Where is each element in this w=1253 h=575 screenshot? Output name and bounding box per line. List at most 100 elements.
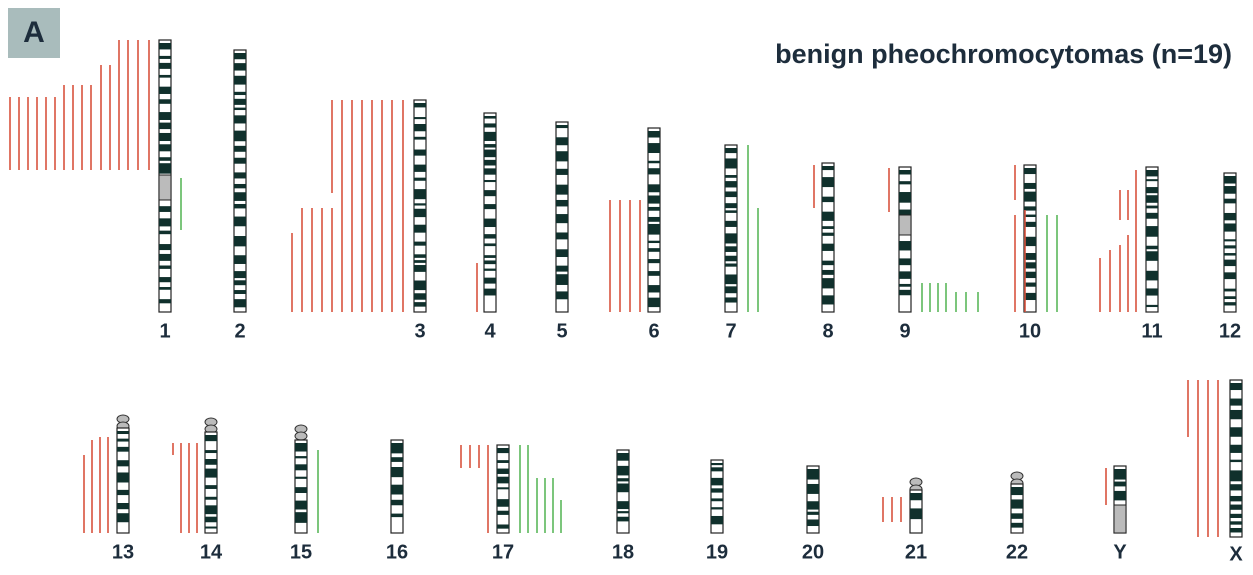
band — [234, 76, 246, 85]
band — [295, 501, 307, 510]
band — [234, 299, 246, 307]
band — [899, 271, 911, 278]
band — [159, 265, 171, 268]
band — [484, 168, 496, 174]
band — [1024, 222, 1036, 227]
band — [617, 466, 629, 476]
chromosome-label: 10 — [1019, 320, 1041, 342]
band — [1024, 253, 1036, 260]
band — [159, 299, 171, 303]
band — [159, 144, 171, 151]
band — [414, 260, 426, 263]
band — [1146, 170, 1158, 176]
chromosome-label: 11 — [1141, 320, 1162, 342]
band — [617, 501, 629, 509]
band — [556, 137, 568, 145]
band — [822, 278, 834, 288]
band — [899, 181, 911, 184]
band — [617, 453, 629, 461]
band — [234, 192, 246, 201]
band — [414, 103, 426, 107]
satellite — [295, 432, 307, 440]
band — [234, 255, 246, 264]
band — [1230, 470, 1242, 481]
band — [1146, 251, 1158, 261]
band — [391, 467, 403, 477]
band — [205, 485, 217, 489]
chromosome-label: Y — [1113, 541, 1127, 563]
band — [159, 287, 171, 290]
band — [899, 210, 911, 215]
band — [484, 204, 496, 209]
band — [295, 487, 307, 493]
band — [234, 131, 246, 142]
band — [711, 498, 723, 501]
band — [159, 277, 171, 282]
chromosome-label: 6 — [648, 320, 659, 342]
band — [556, 151, 568, 161]
band — [648, 161, 660, 163]
chromosome-label: 1 — [159, 320, 170, 342]
band — [234, 63, 246, 70]
band — [1224, 199, 1236, 204]
heterochromatin — [159, 175, 171, 200]
band — [497, 511, 509, 515]
band — [1024, 262, 1036, 268]
chromosome-label: 19 — [706, 541, 728, 563]
band — [159, 218, 171, 226]
band — [556, 125, 568, 128]
band — [1146, 179, 1158, 181]
heterochromatin — [1114, 505, 1126, 533]
band — [1224, 302, 1236, 305]
chromosome-label: 18 — [612, 541, 634, 563]
band — [725, 181, 737, 187]
band — [1230, 521, 1242, 524]
band — [1024, 168, 1036, 174]
chromosome-label: 7 — [725, 320, 736, 342]
band — [414, 150, 426, 156]
band — [1224, 296, 1236, 299]
band — [414, 165, 426, 172]
band — [414, 209, 426, 217]
band — [159, 112, 171, 120]
band — [484, 255, 496, 258]
band — [484, 289, 496, 296]
band — [556, 185, 568, 195]
band — [617, 483, 629, 492]
band — [497, 448, 509, 453]
band — [822, 226, 834, 229]
panel-label: A — [23, 16, 45, 49]
band — [234, 146, 246, 152]
band — [117, 460, 129, 466]
band — [648, 195, 660, 203]
band — [295, 464, 307, 470]
band — [556, 249, 568, 257]
band — [1011, 499, 1023, 508]
band — [725, 233, 737, 243]
band — [497, 469, 509, 474]
band — [617, 517, 629, 522]
chromosome-label: 15 — [290, 541, 312, 563]
band — [159, 206, 171, 212]
band — [414, 242, 426, 246]
band — [1024, 183, 1036, 189]
band — [1114, 491, 1126, 500]
chromosome-label: 21 — [905, 541, 927, 563]
band — [414, 293, 426, 299]
chromosome-label: 16 — [386, 541, 408, 563]
chromosome-label: 12 — [1219, 320, 1241, 342]
band — [295, 443, 307, 452]
band — [1230, 383, 1242, 390]
band — [1224, 289, 1236, 292]
band — [117, 439, 129, 442]
band — [414, 189, 426, 199]
band — [648, 131, 660, 138]
band — [234, 108, 246, 110]
band — [1230, 460, 1242, 462]
band — [648, 248, 660, 252]
band — [159, 231, 171, 235]
band — [414, 265, 426, 272]
band — [117, 503, 129, 509]
band — [822, 166, 834, 170]
band — [807, 469, 819, 480]
